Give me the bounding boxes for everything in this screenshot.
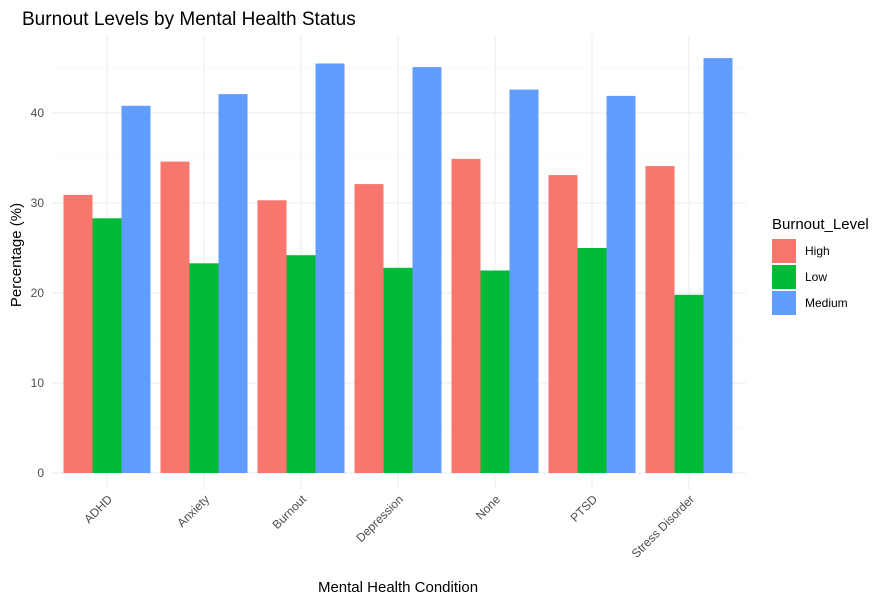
bar: Anxiety / Low: 23.3 bbox=[189, 263, 219, 473]
bar: Burnout / Medium: 45.5 bbox=[315, 63, 345, 473]
legend-title: Burnout_Level bbox=[772, 216, 869, 233]
legend-swatch bbox=[772, 291, 796, 315]
bar: Stress Disorder / High: 34.1 bbox=[645, 166, 675, 473]
legend-swatch bbox=[772, 265, 796, 289]
legend-swatch bbox=[772, 239, 796, 263]
bar: Stress Disorder / Medium: 46.1 bbox=[703, 58, 733, 473]
x-tick-label: Anxiety bbox=[174, 492, 212, 530]
bar: Depression / Medium: 45.1 bbox=[412, 67, 442, 473]
bar: Depression / Low: 22.8 bbox=[383, 267, 413, 473]
x-tick-label: Stress Disorder bbox=[629, 492, 697, 560]
y-tick-labels: 0 10 20 30 40 bbox=[31, 106, 45, 480]
y-tick-label: 30 bbox=[31, 196, 45, 210]
legend: Burnout_Level High Low Medium bbox=[772, 216, 869, 315]
bar: Burnout / Low: 24.2 bbox=[286, 255, 316, 473]
bar: None / Low: 22.5 bbox=[480, 270, 510, 473]
x-axis-title: Mental Health Condition bbox=[318, 579, 478, 596]
legend-label: High bbox=[805, 244, 830, 258]
x-tick-labels: ADHD Anxiety Burnout Depression None PTSD Stre… bbox=[81, 492, 697, 561]
bars: ADHD / High: 30.9ADHD / Low: 28.3ADHD / … bbox=[63, 58, 733, 474]
y-tick-label: 0 bbox=[37, 466, 44, 480]
bar: ADHD / Medium: 40.8 bbox=[121, 105, 151, 474]
y-axis-title: Percentage (%) bbox=[8, 203, 25, 307]
bar: Depression / High: 32.1 bbox=[354, 184, 384, 473]
bar: ADHD / High: 30.9 bbox=[63, 194, 93, 473]
x-tick-label: None bbox=[473, 492, 503, 522]
bar: Burnout / High: 30.3 bbox=[257, 200, 287, 474]
x-tick-label: ADHD bbox=[81, 492, 115, 526]
bar: Anxiety / High: 34.6 bbox=[160, 161, 190, 473]
bar: Stress Disorder / Low: 19.8 bbox=[674, 294, 704, 473]
bar: None / High: 34.9 bbox=[451, 158, 481, 473]
x-tick-label: Depression bbox=[353, 492, 406, 545]
bar: ADHD / Low: 28.3 bbox=[92, 218, 122, 473]
chart-title: Burnout Levels by Mental Health Status bbox=[22, 9, 356, 30]
bar: None / Medium: 42.6 bbox=[509, 89, 539, 473]
x-tick-label: Burnout bbox=[270, 492, 310, 532]
x-tick-label: PTSD bbox=[568, 492, 601, 525]
legend-label: Medium bbox=[805, 296, 848, 310]
y-tick-label: 20 bbox=[31, 286, 45, 300]
bar: Anxiety / Medium: 42.1 bbox=[218, 94, 248, 473]
y-tick-label: 40 bbox=[31, 106, 45, 120]
bar: PTSD / Medium: 41.9 bbox=[606, 95, 636, 474]
legend-label: Low bbox=[805, 270, 827, 284]
bar: PTSD / Low: 25 bbox=[577, 248, 607, 473]
bar: PTSD / High: 33.1 bbox=[548, 175, 578, 473]
y-tick-label: 10 bbox=[31, 376, 45, 390]
